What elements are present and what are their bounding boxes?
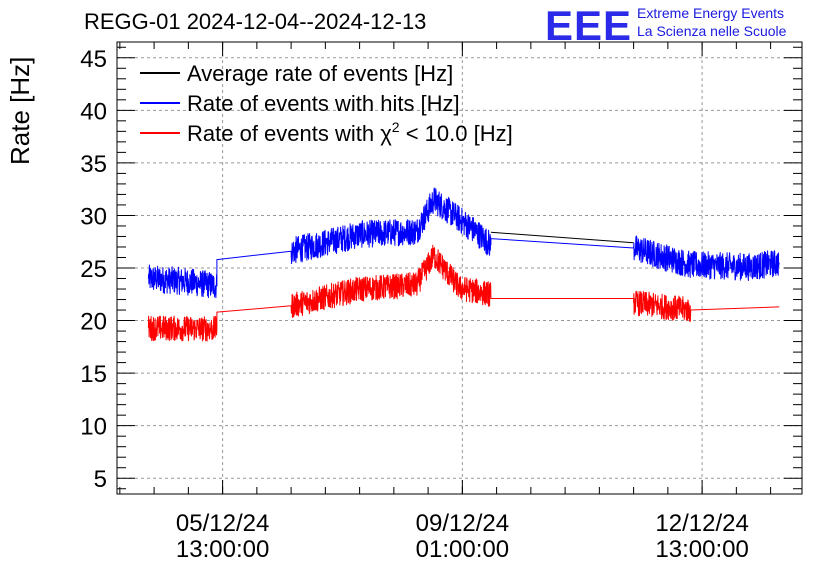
x-tick-label-time: 01:00:00 [416, 536, 509, 563]
y-tick-label: 45 [80, 46, 107, 73]
y-axis: 5 10 15 20 25 30 35 40 45 [80, 46, 802, 493]
y-tick-label: 30 [80, 203, 107, 230]
x-tick-label-date: 12/12/24 [655, 510, 748, 537]
y-tick-label: 5 [94, 466, 107, 493]
legend-label-0: Average rate of events [Hz] [187, 61, 453, 86]
y-tick-label: 10 [80, 414, 107, 441]
y-axis-label: Rate [Hz] [5, 56, 35, 165]
chart-title: REGG-01 2024-12-04--2024-12-13 [84, 9, 427, 34]
logo-caption-line-1: Extreme Energy Events [637, 5, 785, 21]
logo-caption-line-2: La Scienza nelle Scuole [637, 23, 787, 39]
y-tick-label: 35 [80, 151, 107, 178]
series-line-0 [490, 231, 634, 244]
y-tick-label: 40 [80, 98, 107, 125]
legend-label-1: Rate of events with hits [Hz] [187, 91, 460, 116]
x-tick-label-date: 09/12/24 [416, 510, 509, 537]
series-line-1 [147, 187, 780, 299]
x-tick-label-time: 13:00:00 [655, 536, 748, 563]
series-line-2 [147, 244, 780, 342]
data-series [147, 187, 780, 342]
x-tick-label-time: 13:00:00 [176, 536, 269, 563]
legend-label-2: Rate of events with χ2 < 10.0 [Hz] [187, 119, 513, 146]
y-axis-label-wrap: Rate [Hz] [5, 57, 35, 166]
legend: Average rate of events [Hz] Rate of event… [140, 61, 513, 146]
eee-logo: EEE [545, 2, 633, 49]
y-tick-label: 20 [80, 309, 107, 336]
y-tick-label: 25 [80, 256, 107, 283]
y-tick-label: 15 [80, 361, 107, 388]
logo-caption: Extreme Energy Events La Scienza nelle S… [637, 4, 786, 40]
x-tick-label-date: 05/12/24 [176, 510, 269, 537]
x-axis: 05/12/2413:00:0009/12/2401:00:0012/12/24… [119, 42, 772, 563]
